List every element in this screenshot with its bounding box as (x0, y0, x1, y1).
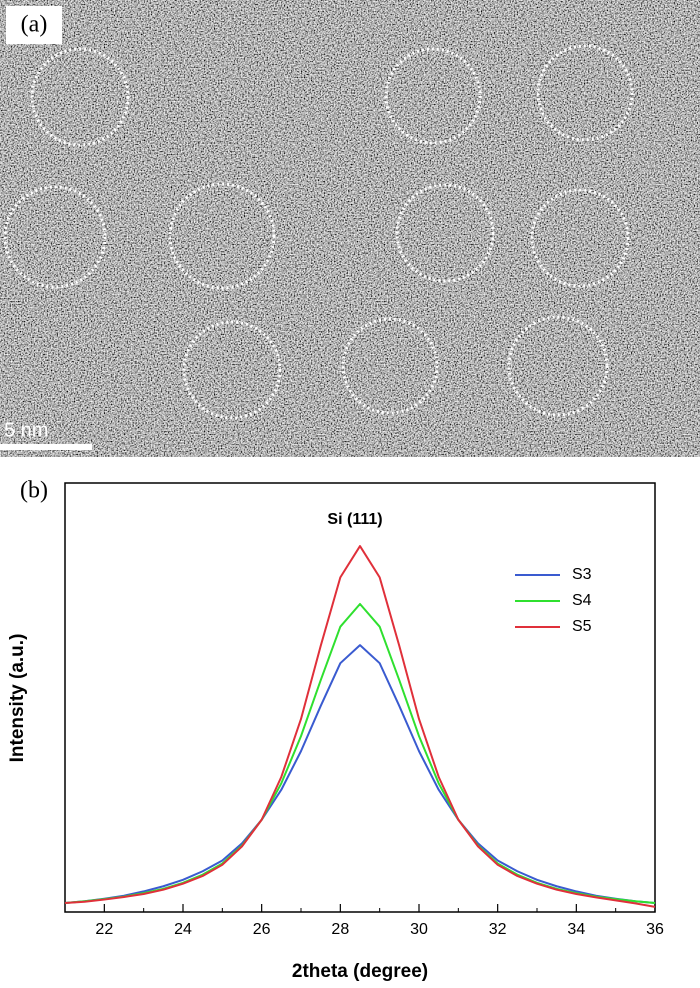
x-tick-label: 26 (253, 921, 271, 938)
panel-label: (a) (21, 12, 48, 38)
annotation: Si (111) (327, 511, 382, 528)
line-series (64, 644, 656, 904)
panel-label: (b) (20, 478, 48, 504)
legend-label: S5 (572, 618, 592, 635)
scale-bar (0, 444, 92, 450)
line-series (64, 545, 656, 908)
plot-frame (64, 482, 656, 913)
x-tick-label: 34 (567, 921, 585, 938)
legend-label: S3 (572, 566, 592, 583)
x-axis-label: 2theta (degree) (292, 961, 428, 982)
y-axis-label: Intensity (a.u.) (7, 634, 28, 763)
tem-image: (a) 5 nm (0, 0, 700, 457)
x-tick-label: 32 (489, 921, 507, 938)
scale-bar-label: 5 nm (4, 419, 48, 441)
x-tick-label: 36 (646, 921, 664, 938)
particle-outlines (3, 44, 634, 420)
x-tick-label: 24 (174, 921, 192, 938)
line-series (64, 602, 656, 904)
legend-label: S4 (572, 592, 592, 609)
x-tick-label: 30 (410, 921, 428, 938)
x-tick-label: 28 (331, 921, 349, 938)
x-tick-label: 22 (95, 921, 113, 938)
